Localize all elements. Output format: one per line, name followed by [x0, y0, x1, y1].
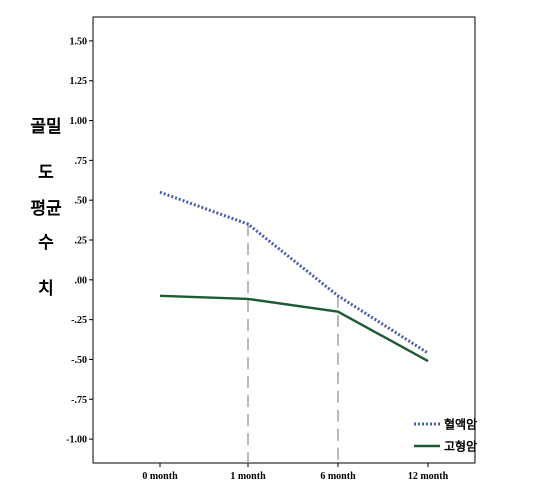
plot-frame — [92, 16, 476, 464]
y-axis-label-line: 평균 — [30, 199, 62, 219]
y-tick-label: .25 — [75, 236, 88, 247]
y-tick-label: 1.00 — [70, 116, 88, 127]
y-tick-label: .75 — [75, 156, 88, 167]
y-axis: 1.50 1.25 1.00 .75 .50 .25 .00 -.25 -.50 -.75 -1.0… — [66, 36, 93, 446]
y-tick-label: .50 — [75, 196, 88, 207]
y-tick-label: 1.50 — [70, 36, 88, 47]
x-tick-label: 0 month — [142, 471, 178, 482]
x-tick-label: 6 month — [320, 471, 356, 482]
y-axis-label-line: 치 — [38, 279, 54, 299]
y-tick-label: .00 — [75, 275, 88, 286]
series-line — [159, 294, 429, 363]
y-tick-label: -1.00 — [66, 435, 87, 446]
x-axis: 0 month 1 month 6 month 12 month — [142, 463, 449, 482]
legend-label: 고형암 — [444, 439, 477, 454]
series-lines — [159, 190, 429, 363]
legend-label: 혈액암 — [444, 417, 477, 432]
y-tick-label: -.75 — [71, 395, 87, 406]
y-tick-label: -.25 — [71, 315, 87, 326]
x-tick-label: 1 month — [230, 471, 266, 482]
y-tick-label: 1.25 — [70, 76, 88, 87]
reference-lines — [247, 224, 339, 463]
y-axis-label-line: 도 — [38, 163, 54, 183]
y-tick-label: -.50 — [71, 355, 87, 366]
y-axis-label-line: 수 — [38, 233, 54, 253]
series-line — [159, 190, 429, 355]
y-axis-label-line: 골밀 — [30, 116, 61, 137]
x-tick-label: 12 month — [408, 471, 449, 482]
